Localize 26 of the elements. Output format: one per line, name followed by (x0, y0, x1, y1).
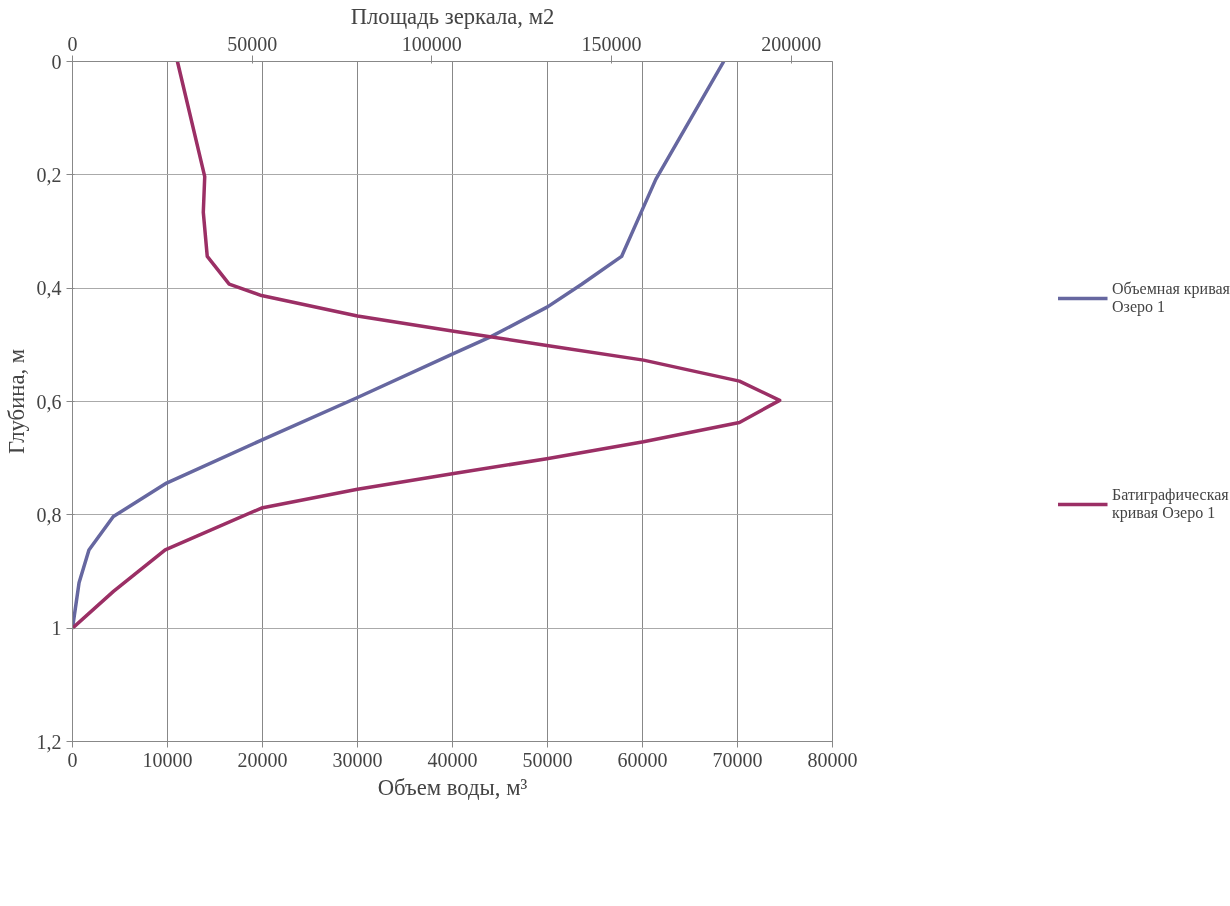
y-tick-label: 0,8 (36, 503, 62, 526)
x-tick-label: 80000 (807, 748, 858, 771)
y-tick-label: 0,6 (36, 390, 62, 413)
legend-label: Батиграфическая кривая Озеро 1 (1112, 486, 1229, 522)
y-tick-label: 0,4 (36, 277, 62, 300)
x-tick-label: 50000 (522, 748, 573, 771)
x-tick-label: 60000 (617, 748, 668, 771)
y-tick-label: 1,2 (36, 730, 62, 753)
x-tick-label: 30000 (332, 748, 383, 771)
x-axis-title: Объем воды, м³ (377, 774, 528, 800)
y-axis-title: Глубина, м (3, 348, 29, 455)
x2-tick-label: 150000 (581, 32, 642, 55)
legend-label: Объемная кривая Озеро 1 (1112, 280, 1230, 316)
x2-tick-label: 100000 (401, 32, 462, 55)
y-tick-label: 0,2 (36, 163, 62, 186)
x2-tick-label: 50000 (227, 32, 278, 55)
x-tick-label: 40000 (427, 748, 478, 771)
y-tick-label: 0 (51, 50, 62, 73)
x2-tick-label: 200000 (761, 32, 822, 55)
x-tick-label: 0 (67, 748, 78, 771)
y-tick-label: 1 (51, 617, 62, 640)
x2-tick-label: 0 (67, 32, 78, 55)
x2-axis-title: Площадь зеркала, м2 (350, 3, 555, 29)
x-tick-label: 10000 (142, 748, 193, 771)
x-tick-label: 70000 (712, 748, 763, 771)
x-tick-label: 20000 (237, 748, 288, 771)
